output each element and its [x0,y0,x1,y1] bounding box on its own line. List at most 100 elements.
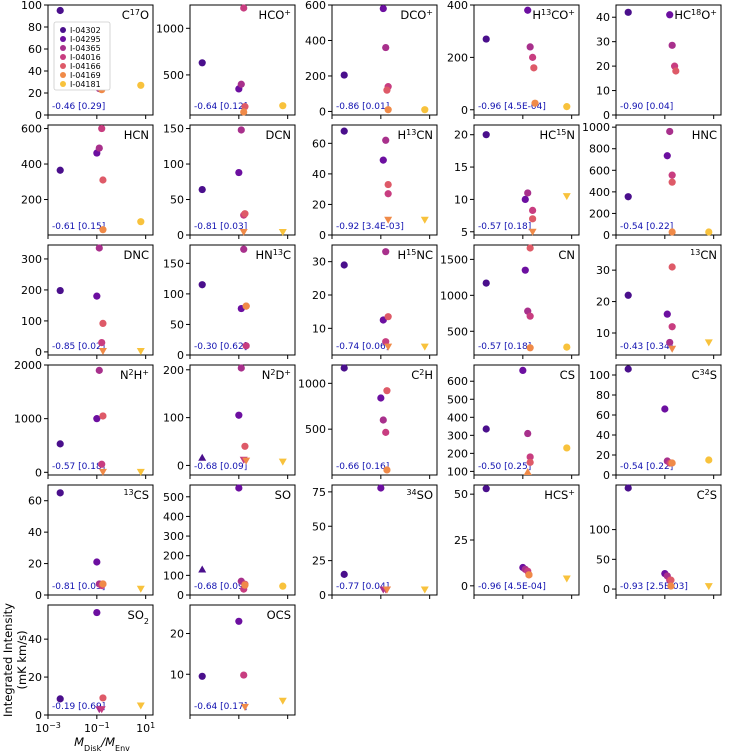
correlation-value: -0.57 [0.18] [52,462,105,472]
data-point [240,245,248,253]
y-tick-label: 20 [28,558,42,571]
y-tick-label: 50 [596,553,610,566]
x-axis-label: MDisk/MEnv [74,735,130,751]
panel-frame [615,4,722,116]
upper-limit-marker [382,586,391,594]
data-point [525,571,533,579]
y-tick-label: 60 [312,137,326,150]
panel-frame [47,604,154,716]
data-point [56,6,64,15]
data-point [705,456,713,464]
data-point [95,244,103,252]
panel-hco-plus: 500 1000 HCO+ -0.64 [0.12] [156,4,296,119]
data-point [482,425,490,433]
data-point [237,80,245,88]
data-point [99,412,107,420]
upper-limit-marker [562,193,571,201]
y-tick-label: 100 [163,158,184,171]
data-point [663,310,671,318]
y-tick-label: 40 [28,65,42,78]
data-point [198,281,206,289]
data-point [237,364,245,372]
panel-13cs: 0 20 40 60 13CS -0.81 [0.03] [28,484,154,602]
data-point [666,338,674,347]
data-point [668,323,676,331]
legend-marker [60,63,66,69]
correlation-value: -0.46 [0.29] [52,102,105,112]
data-point [384,106,392,114]
legend-marker [60,81,66,87]
data-point [526,43,534,51]
panel-frame [331,124,438,236]
y-tick-label: 0 [319,229,326,242]
correlation-value: -0.68 [0.09] [194,462,247,472]
data-point [624,8,632,16]
data-point [526,453,534,461]
y-tick-label: 20 [170,628,184,641]
data-point [56,489,64,497]
data-point [242,342,250,350]
data-point [340,127,348,135]
y-tick-label: 0 [461,104,468,117]
correlation-value: -0.19 [0.69] [52,702,105,712]
data-point [524,189,532,197]
upper-limit-marker [97,706,106,714]
upper-limit-marker [668,345,677,353]
data-point [98,124,106,133]
panel-so: 0 100 200 300 400 500 SO -0.68 [0.09] [163,484,296,602]
upper-limit-marker [136,347,145,355]
legend-marker [60,45,66,51]
y-tick-label: 100 [589,524,610,537]
molecule-label: C17O [122,8,149,23]
y-tick-label: 50 [454,488,468,501]
upper-limit-marker [420,216,429,224]
upper-limit-marker [136,702,145,710]
data-point [382,248,390,256]
data-point [382,428,390,436]
data-point [98,339,106,347]
data-point [235,484,243,492]
y-tick-label: 0 [35,589,42,602]
legend-label: I-04016 [70,53,101,62]
legend-marker [60,72,66,78]
panel-frame [473,4,580,116]
y-tick-label: 10 [454,193,468,206]
data-point [235,411,243,419]
data-point [529,206,537,215]
y-tick-label: 100 [589,369,610,382]
molecule-label: 13CN [690,248,717,263]
panel-frame [189,604,296,716]
y-tick-label: 500 [163,69,184,82]
data-point [383,86,391,94]
correlation-value: -0.68 [0.09] [194,582,247,592]
molecule-label: HC18O+ [674,8,717,23]
y-tick-label: 50 [312,520,326,533]
data-point [241,581,249,589]
correlation-value: -0.74 [0.06] [336,342,389,352]
y-tick-label: 400 [447,0,468,12]
y-tick-label: 75 [312,486,326,499]
y-tick-label: 500 [447,393,468,406]
data-point [519,366,527,375]
data-point [382,338,390,346]
molecule-label: 13CS [123,488,149,503]
data-point [235,617,243,625]
upper-limit-marker [136,585,145,593]
data-point [99,176,107,184]
y-tick-label: 15 [454,161,468,174]
data-point [93,292,101,300]
correlation-value: -0.86 [0.01] [336,102,389,112]
lower-limit-marker [523,468,532,475]
data-point [383,466,391,474]
y-tick-label: 40 [28,526,42,539]
molecule-label: H13CN [398,128,433,143]
y-tick-label: 400 [589,186,610,199]
data-point [241,442,249,450]
data-point [99,319,107,327]
data-point [340,364,348,372]
data-point [482,279,490,287]
y-tick-label: 100 [447,465,468,478]
y-tick-label: 80 [596,389,610,402]
y-tick-label: 2000 [14,359,42,372]
correlation-value: -0.54 [0.22] [620,222,673,232]
